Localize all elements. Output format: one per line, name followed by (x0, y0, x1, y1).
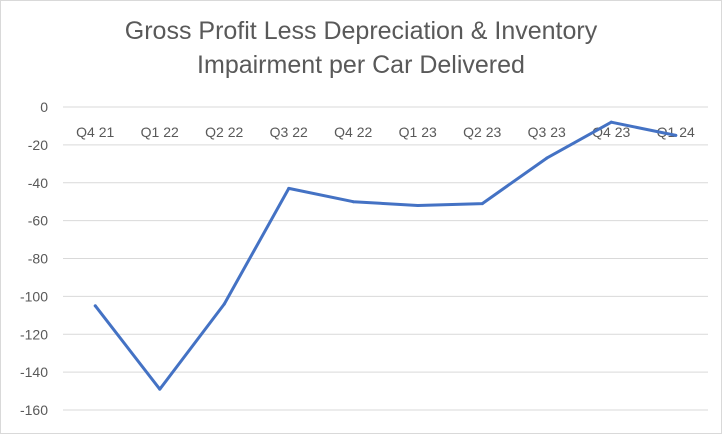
series-lines (93, 120, 678, 391)
x-axis-tick-labels: Q4 21 Q1 22 Q2 22 Q3 22 Q4 22 Q1 23 Q2 23 Q3 23… (76, 124, 695, 140)
x-tick-label: Q2 23 (463, 124, 501, 140)
data-point (222, 302, 226, 306)
data-point (287, 186, 291, 190)
x-tick-label: Q4 22 (334, 124, 372, 140)
data-point (158, 387, 162, 391)
data-point (351, 200, 355, 204)
y-tick-label: -80 (28, 251, 48, 267)
chart-title-line-2: Impairment per Car Delivered (197, 51, 525, 79)
x-tick-label: Q1 23 (399, 124, 437, 140)
data-point (609, 120, 613, 124)
data-point (545, 156, 549, 160)
y-tick-label: -60 (28, 213, 48, 229)
x-tick-label: Q3 22 (270, 124, 308, 140)
data-point (480, 202, 484, 206)
y-axis-tick-labels: 0 -20 -40 -60 -80 -100 -120 -140 -160 (20, 99, 48, 418)
data-point (93, 304, 97, 308)
y-tick-label: -20 (28, 137, 48, 153)
gridlines (63, 106, 708, 411)
y-tick-label: -40 (28, 175, 48, 191)
y-tick-label: -160 (20, 402, 48, 418)
series-line (93, 120, 678, 391)
chart-title-line-1: Gross Profit Less Depreciation & Invento… (124, 17, 598, 45)
y-tick-label: -100 (20, 288, 48, 304)
y-tick-label: -120 (20, 326, 48, 342)
data-point (674, 133, 678, 137)
y-tick-label: -140 (20, 364, 48, 380)
x-tick-label: Q1 24 (657, 124, 695, 140)
data-point (416, 203, 420, 207)
chart-title: Gross Profit Less Depreciation & Invento… (0, 14, 722, 82)
y-tick-label: 0 (40, 99, 48, 115)
x-tick-label: Q3 23 (528, 124, 566, 140)
x-tick-label: Q4 21 (76, 124, 114, 140)
x-tick-label: Q2 22 (205, 124, 243, 140)
x-tick-label: Q1 22 (141, 124, 179, 140)
